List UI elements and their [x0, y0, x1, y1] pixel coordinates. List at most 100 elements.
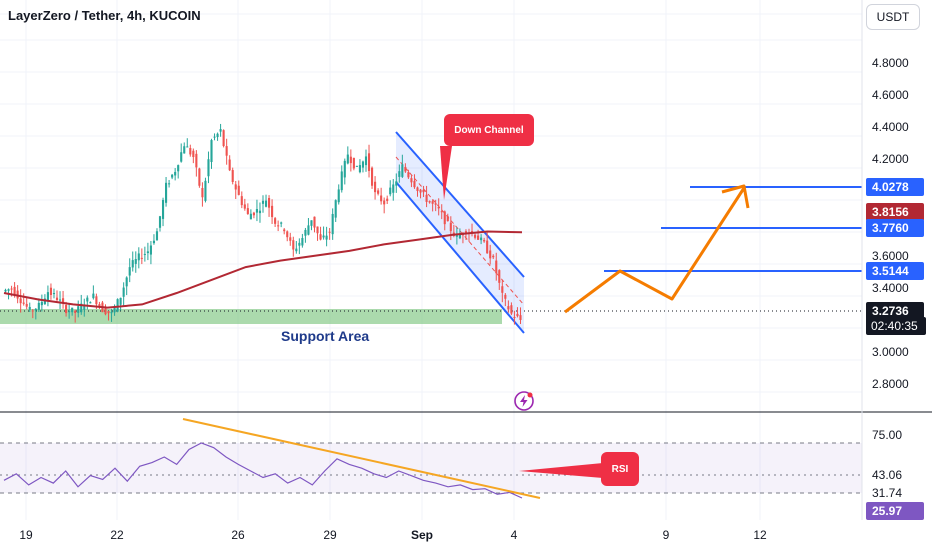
candle-body — [328, 231, 331, 233]
candle-body — [319, 234, 322, 240]
candle-body — [370, 167, 374, 186]
candle-body — [22, 302, 25, 304]
candle-body — [519, 315, 522, 320]
candle-body — [28, 306, 31, 310]
candle-body — [337, 189, 340, 203]
candle-body — [137, 253, 140, 261]
candle-body — [252, 212, 255, 216]
candle-body — [225, 146, 228, 156]
down-channel-upper[interactable] — [395, 131, 525, 278]
candle-body — [504, 294, 507, 299]
time-tick: 22 — [110, 528, 124, 542]
candle-body — [77, 306, 80, 313]
candle-body — [110, 312, 113, 314]
candle-body — [4, 289, 7, 292]
candle-body — [428, 201, 431, 203]
projection-arrowhead — [721, 184, 750, 209]
candle-body — [443, 211, 446, 225]
candle-body — [258, 210, 262, 214]
price-tag-4.0278: 4.0278 — [866, 178, 924, 196]
time-tick: 4 — [510, 528, 518, 542]
candle-body — [383, 200, 386, 205]
candle-body — [34, 308, 37, 311]
candle-body — [446, 216, 449, 222]
candle-body — [183, 146, 186, 154]
support-area-label: Support Area — [281, 328, 370, 344]
candle-body — [283, 229, 286, 232]
candle-body — [65, 305, 68, 314]
candle-body — [180, 152, 183, 162]
candle-body — [271, 205, 274, 218]
candle-body — [455, 235, 458, 237]
candle-body — [174, 171, 177, 176]
candle-body — [352, 157, 355, 169]
candle-body — [146, 251, 149, 254]
candle-body — [501, 286, 504, 293]
candle-body — [277, 225, 280, 227]
candle-body — [83, 305, 86, 310]
rsi-callout[interactable]: RSI — [601, 452, 639, 486]
rsi-trendline[interactable] — [182, 418, 541, 499]
candle-body — [107, 311, 110, 314]
candle-body — [346, 154, 349, 164]
currency-selector-button[interactable]: USDT — [866, 4, 920, 30]
candle-body — [213, 136, 216, 138]
candle-body — [13, 286, 16, 296]
candle-body — [46, 292, 49, 300]
rsi-tick: 31.74 — [872, 486, 903, 500]
candle-body — [234, 184, 237, 190]
price-tag-ma: 3.8156 — [866, 203, 924, 221]
candle-body — [52, 293, 56, 295]
candle-body — [495, 260, 498, 274]
candle-body — [171, 174, 174, 178]
candle-body — [307, 225, 310, 235]
lightning-icon[interactable] — [513, 390, 535, 412]
candle-body — [431, 201, 434, 204]
down-channel-lower[interactable] — [395, 181, 525, 334]
projection-path[interactable] — [564, 187, 746, 314]
candle-body — [98, 304, 101, 307]
down-channel-callout[interactable]: Down Channel — [444, 114, 534, 146]
candle-body — [37, 302, 40, 310]
candle-body — [355, 165, 358, 167]
candle-body — [392, 184, 395, 193]
candle-body — [125, 277, 128, 287]
price-tick: 4.6000 — [872, 88, 909, 102]
candle-body — [261, 200, 265, 204]
candle-body — [449, 222, 452, 232]
candle-body — [349, 156, 352, 164]
candle-body — [401, 164, 404, 177]
candle-body — [395, 181, 398, 186]
price-tag-3.7760: 3.7760 — [866, 219, 924, 237]
candle-body — [425, 194, 428, 202]
candle-body — [195, 153, 198, 168]
candle-body — [486, 240, 489, 254]
price-tag-3.5144: 3.5144 — [866, 262, 924, 280]
candle-body — [413, 180, 416, 188]
candle-body — [19, 298, 22, 304]
candle-body — [280, 222, 283, 224]
candle-body — [165, 182, 168, 203]
time-tick: 26 — [231, 528, 245, 542]
price-tick: 4.2000 — [872, 152, 909, 166]
candle-body — [389, 187, 392, 195]
candle-body — [155, 231, 159, 241]
candle-body — [477, 235, 480, 240]
support-zone — [0, 309, 502, 324]
candle-body — [483, 239, 486, 242]
candle-body — [80, 303, 83, 313]
candle-body — [116, 299, 119, 312]
candle-body — [295, 248, 298, 252]
candle-body — [361, 161, 365, 168]
time-tick: Sep — [410, 528, 434, 542]
candle-body — [367, 153, 371, 171]
time-tick: 12 — [753, 528, 767, 542]
candle-body — [219, 129, 222, 132]
candle-body — [152, 240, 156, 244]
price-tick: 3.6000 — [872, 249, 909, 263]
candle-body — [71, 307, 74, 313]
price-tag-current: 3.2736 — [866, 302, 924, 320]
candle-body — [386, 198, 389, 201]
price-tick: 4.8000 — [872, 56, 909, 70]
